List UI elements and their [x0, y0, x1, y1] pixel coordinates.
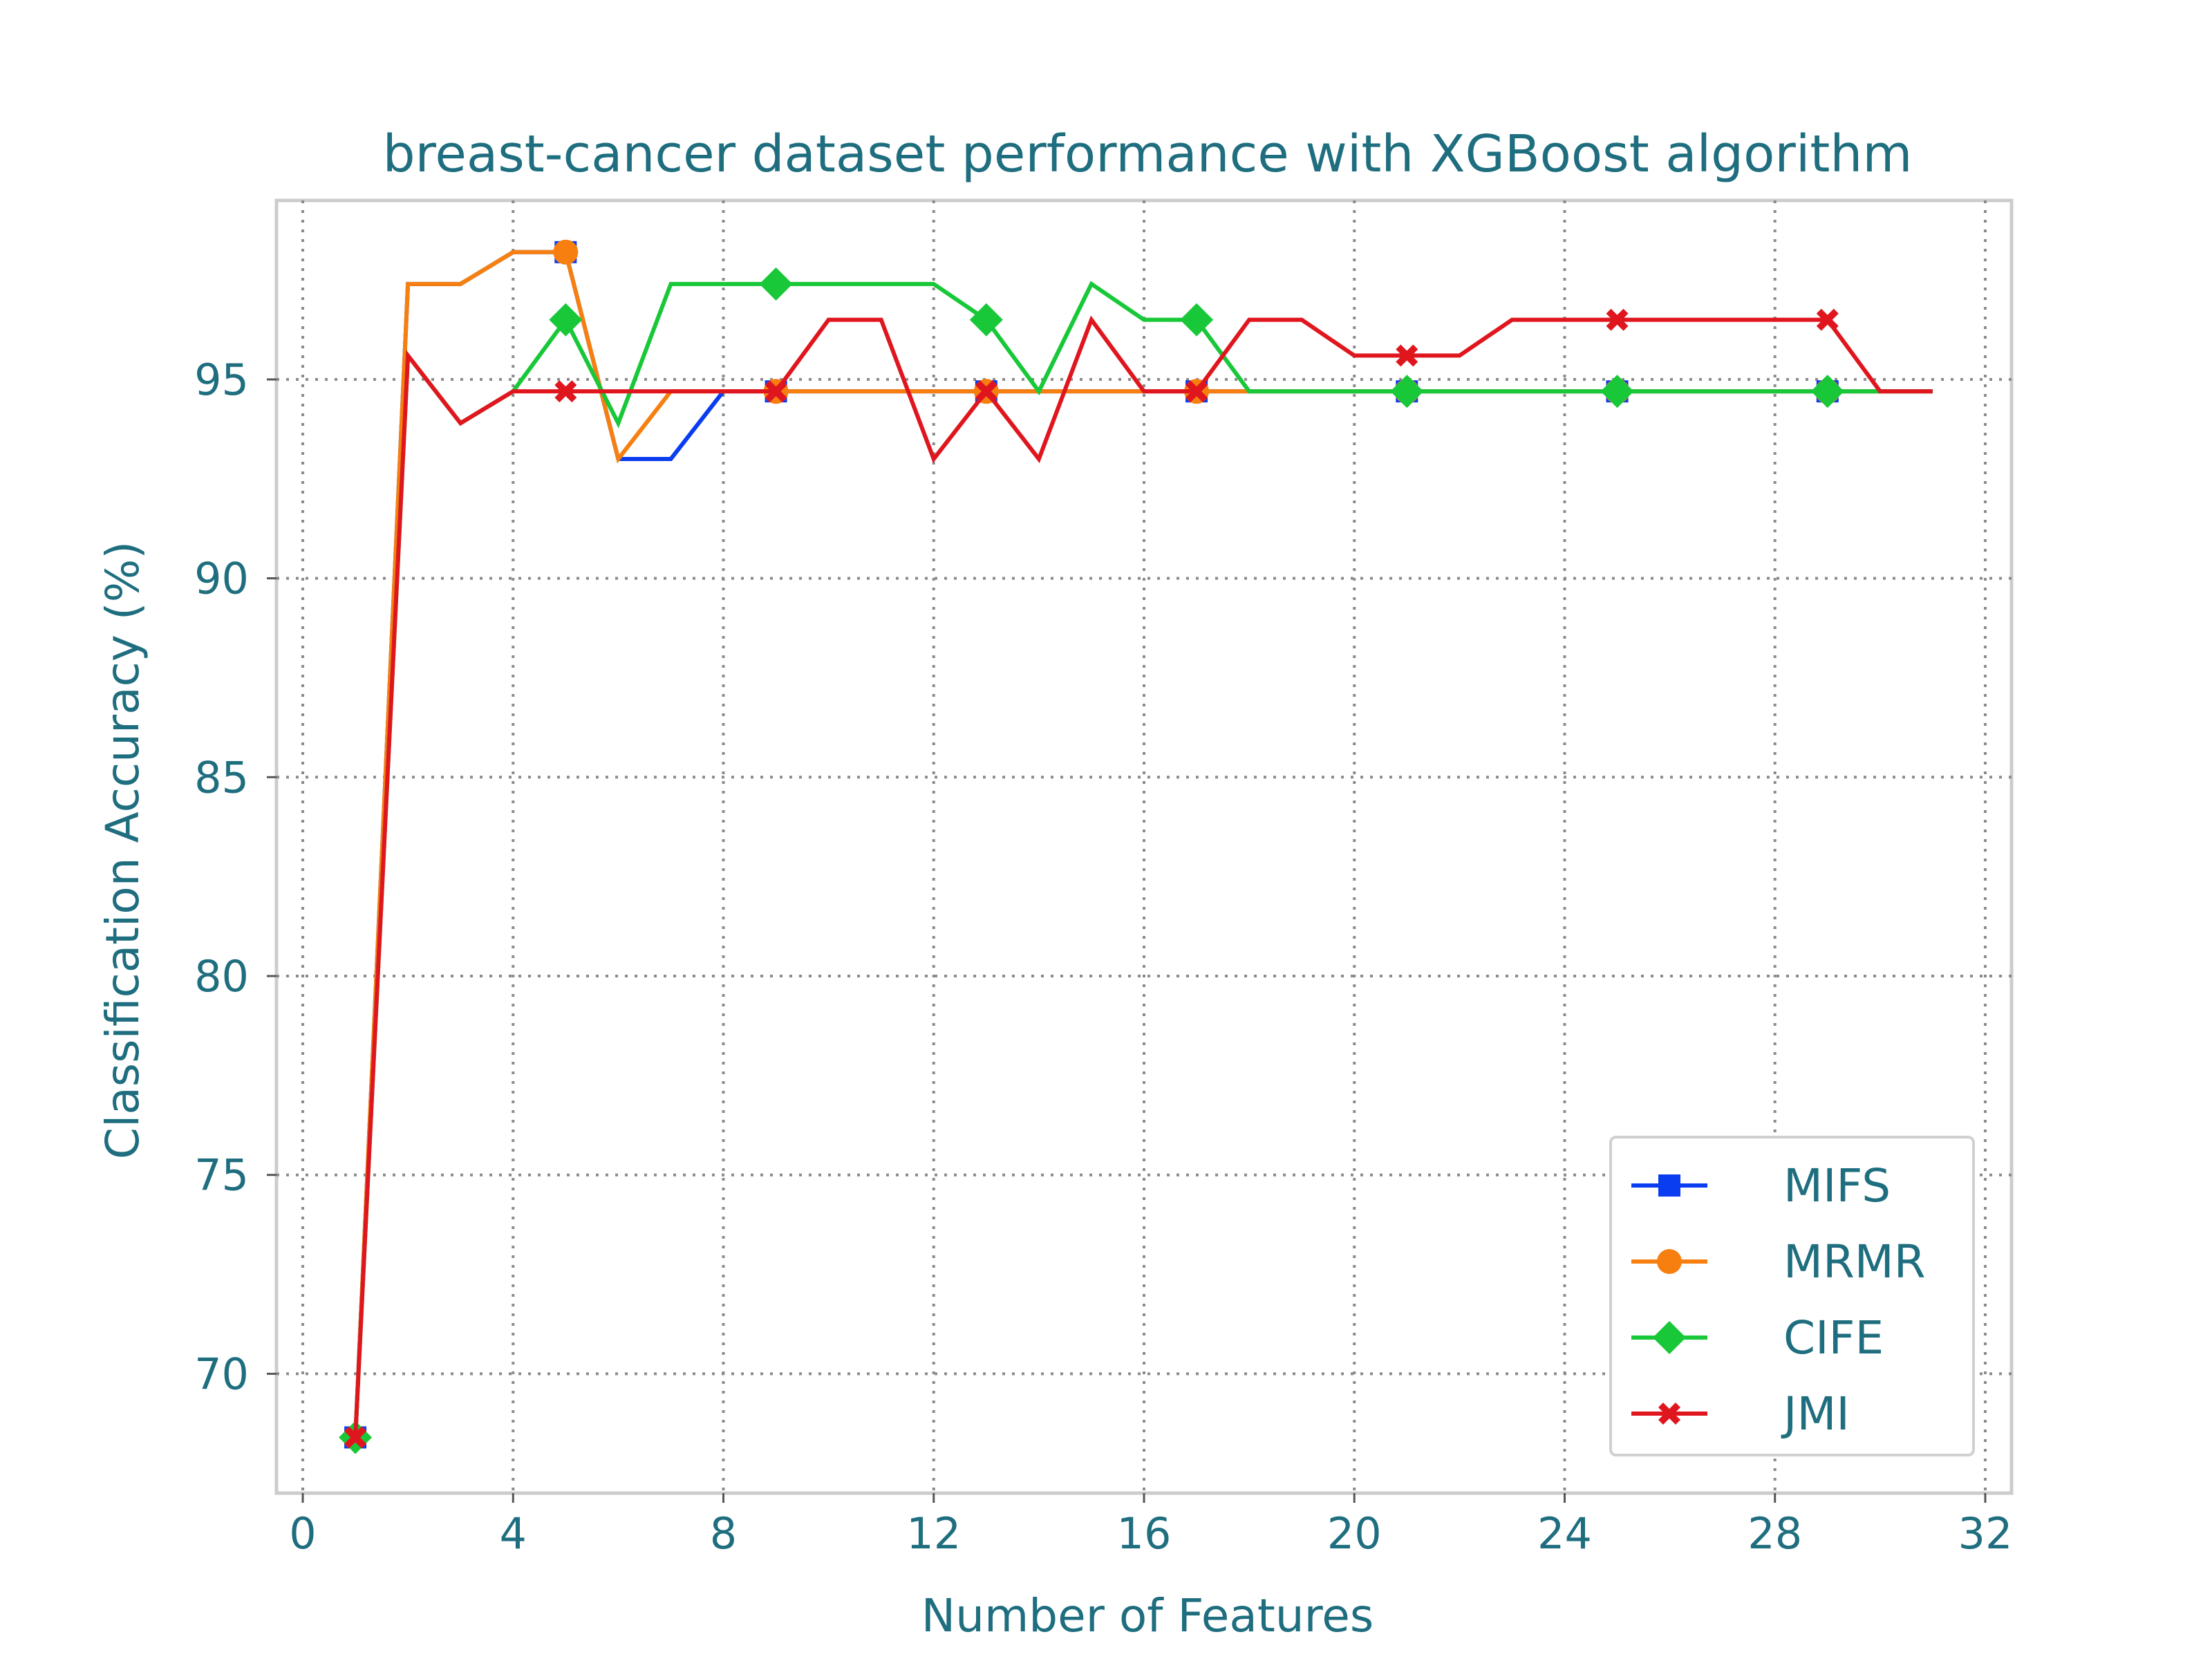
- chart-title: breast-cancer dataset performance with X…: [383, 124, 1913, 184]
- data-point: [969, 303, 1003, 337]
- x-tick-label: 32: [1958, 1508, 2013, 1559]
- data-point: [975, 380, 997, 403]
- legend-marker: [1657, 1249, 1682, 1274]
- y-tick-label: 85: [194, 752, 249, 803]
- data-point: [554, 380, 577, 403]
- series-layer: [339, 239, 1933, 1454]
- data-point: [1180, 303, 1214, 337]
- legend-marker: [1658, 1403, 1680, 1425]
- y-tick-label: 95: [194, 355, 249, 405]
- data-point: [553, 239, 579, 265]
- legend-marker: [1658, 1174, 1680, 1197]
- data-point: [1600, 375, 1634, 409]
- data-point: [1390, 375, 1424, 409]
- legend-item: MIFS: [1631, 1159, 1891, 1212]
- y-tick-label: 75: [194, 1150, 249, 1201]
- grid: [267, 200, 2012, 1503]
- legend-label: MIFS: [1783, 1159, 1891, 1212]
- legend-label: MRMR: [1783, 1235, 1926, 1288]
- data-point: [1396, 344, 1418, 367]
- x-tick-label: 20: [1327, 1508, 1382, 1559]
- y-tick-label: 70: [194, 1349, 249, 1399]
- legend-item: CIFE: [1631, 1311, 1884, 1365]
- data-point: [1606, 308, 1629, 331]
- x-axis-label: Number of Features: [921, 1589, 1374, 1642]
- data-point: [759, 267, 793, 301]
- data-point: [1810, 375, 1844, 409]
- y-tick-label: 90: [194, 554, 249, 604]
- x-tick-label: 28: [1747, 1508, 1802, 1559]
- x-tick-label: 12: [906, 1508, 961, 1559]
- data-point: [765, 380, 787, 403]
- legend: MIFS MRMR CIFE JMI: [1609, 1136, 1975, 1456]
- legend-marker: [1653, 1321, 1686, 1354]
- x-tick-label: 4: [500, 1508, 527, 1559]
- x-tick-label: 0: [289, 1508, 316, 1559]
- x-tick-label: 24: [1537, 1508, 1592, 1559]
- series-line: [353, 281, 1933, 1438]
- legend-label: CIFE: [1783, 1311, 1884, 1365]
- legend-box: [1609, 1136, 1975, 1456]
- tick-labels: 0 4 8 12 16 20 24 28 32 70 75 80 85 90 95: [194, 355, 2012, 1559]
- legend-label: JMI: [1781, 1387, 1850, 1441]
- data-point: [344, 1426, 367, 1449]
- x-tick-label: 16: [1117, 1508, 1172, 1559]
- data-point: [1185, 380, 1208, 403]
- data-point: [549, 303, 583, 337]
- data-point: [1816, 308, 1839, 331]
- legend-item: JMI: [1631, 1387, 1850, 1441]
- y-tick-label: 80: [194, 951, 249, 1002]
- y-axis-label: Classification Accuracy (%): [96, 541, 149, 1159]
- series-line: [353, 315, 1933, 1438]
- legend-item: MRMR: [1631, 1235, 1926, 1288]
- x-tick-label: 8: [710, 1508, 737, 1559]
- series-jmi: [344, 308, 1933, 1449]
